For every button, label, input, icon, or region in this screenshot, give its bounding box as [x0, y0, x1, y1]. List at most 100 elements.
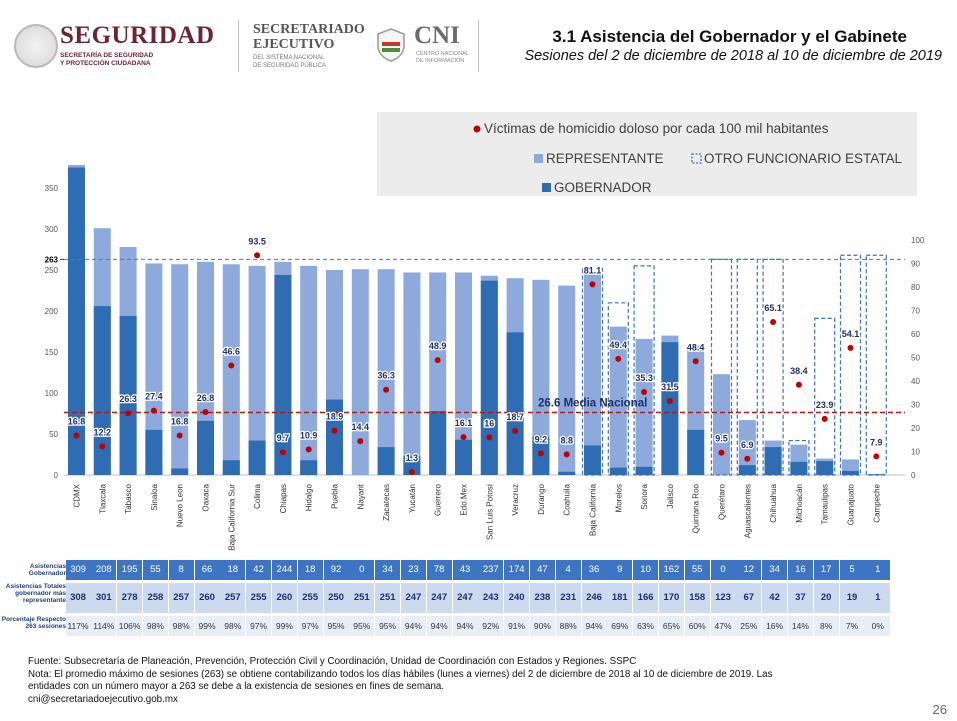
y-left-tick: 350 [45, 184, 59, 193]
cell-asistencias-totales: 301 [91, 583, 117, 613]
cell-porcentaje: 94% [581, 616, 607, 636]
cell-asistencias-totales: 240 [504, 583, 530, 613]
category-label: Tamaulipas [821, 484, 830, 524]
cni-sub-line-2: DE INFORMACIÓN [416, 58, 465, 64]
cell-asistencias-totales: 251 [349, 583, 375, 613]
cell-asistencias-gobernador: 237 [478, 560, 504, 580]
bar-otro-funcionario [839, 254, 862, 476]
cell-porcentaje: 99% [271, 616, 297, 636]
bar-gobernador [609, 467, 627, 475]
cni-logo-subtitle: CENTRO NACIONAL DE INFORMACIÓN [416, 51, 469, 65]
bar-gobernador [584, 445, 601, 475]
legend-box [377, 112, 917, 196]
cell-asistencias-gobernador: 4 [555, 560, 581, 580]
cell-asistencias-gobernador: 34 [375, 560, 401, 580]
bar-gobernador [222, 460, 240, 475]
bar-gobernador [377, 447, 395, 475]
cell-asistencias-totales: 19 [839, 583, 865, 613]
bar-gobernador [816, 461, 834, 475]
bar-gobernador [455, 439, 472, 475]
mexico-seal-icon [14, 24, 58, 68]
category-label: Veracruz [511, 484, 520, 516]
homicide-marker [821, 415, 828, 422]
cell-porcentaje: 16% [762, 616, 788, 636]
cell-porcentaje: 97% [246, 616, 272, 636]
bar-representante [248, 265, 266, 475]
cell-porcentaje: 98% [220, 616, 246, 636]
bar-representante [609, 326, 627, 475]
cell-asistencias-totales: 246 [581, 583, 607, 613]
homicide-rate-label: 14.4 [352, 422, 370, 432]
page-number: 26 [932, 702, 947, 717]
cell-asistencias-totales: 255 [297, 583, 323, 613]
y-right-tick: 20 [911, 424, 920, 433]
cell-asistencias-totales: 67 [736, 583, 762, 613]
category-label: Nayarit [356, 483, 365, 509]
homicide-marker [176, 432, 183, 439]
secretariado-logo-title: SECRETARIADO EJECUTIVO [253, 22, 365, 52]
seguridad-logo-title: SEGURIDAD [60, 22, 215, 49]
homicide-marker [125, 410, 132, 417]
legend-homicide-label: Víctimas de homicidio doloso por cada 10… [484, 121, 829, 136]
bar-representante [145, 263, 163, 475]
homicide-rate-label: 93.5 [248, 236, 266, 246]
bar-gobernador [635, 466, 653, 475]
cell-asistencias-gobernador: 309 [65, 560, 91, 580]
bar-gobernador [480, 280, 498, 475]
bar-gobernador [764, 447, 782, 475]
bar-gobernador [171, 468, 189, 475]
legend-otro-label: OTRO FUNCIONARIO ESTATAL [704, 151, 903, 166]
cell-porcentaje: 91% [504, 616, 530, 636]
bar-otro-funcionario [607, 302, 629, 476]
cell-asistencias-gobernador: 42 [246, 560, 272, 580]
bar-gobernador [274, 274, 292, 475]
bar-otro-funcionario [814, 317, 836, 476]
category-label: Tabasco [124, 483, 133, 513]
homicide-rate-label: 16.1 [455, 418, 473, 428]
y-right-tick: 50 [911, 354, 920, 363]
homicide-rate-label: 9.5 [715, 434, 728, 444]
y-right-tick: 70 [911, 307, 920, 316]
y-left-tick: 50 [49, 430, 58, 439]
category-label: Hidalgo [305, 483, 314, 511]
category-label: Baja California Sur [227, 484, 236, 551]
cell-asistencias-totales: 250 [323, 583, 349, 613]
category-label: Sinaloa [150, 483, 159, 510]
seguridad-sub-line-1: SECRETARÍA DE SEGURIDAD [60, 52, 154, 59]
bar-representante [171, 264, 189, 475]
cni-sub-line-1: CENTRO NACIONAL [416, 51, 469, 57]
category-label: Baja California [589, 483, 598, 536]
legend-otro-swatch [691, 153, 702, 164]
homicide-rate-label: 12.2 [94, 427, 112, 437]
cell-asistencias-totales: 257 [168, 583, 194, 613]
bar-otro-funcionario [788, 439, 810, 476]
cell-asistencias-gobernador: 10 [633, 560, 659, 580]
cell-porcentaje: 95% [349, 616, 375, 636]
category-label: Chiapas [279, 484, 288, 513]
cell-asistencias-gobernador: 92 [323, 560, 349, 580]
homicide-rate-label: 18.7 [506, 412, 524, 422]
category-label: Chihuahua [769, 483, 778, 522]
seguridad-logo-subtitle: SECRETARÍA DE SEGURIDAD Y PROTECCIÓN CIU… [60, 52, 153, 68]
homicide-marker [279, 449, 286, 456]
cell-asistencias-totales: 251 [375, 583, 401, 613]
y-right-tick: 30 [911, 401, 920, 410]
seguridad-sub-line-2: Y PROTECCIÓN CIUDADANA [60, 60, 151, 67]
homicide-rate-label: 16 [484, 418, 494, 428]
secretariado-sub-line-2: DE SEGURIDAD PÚBLICA [253, 62, 327, 69]
cell-porcentaje: 65% [658, 616, 684, 636]
bar-otro-funcionario [736, 258, 758, 476]
cell-asistencias-gobernador: 18 [297, 560, 323, 580]
bar-representante [455, 272, 472, 475]
bar-gobernador [93, 306, 111, 475]
media-nacional-label: 26.6 Media Nacional [538, 397, 647, 409]
cell-asistencias-gobernador: 8 [168, 560, 194, 580]
homicide-rate-label: 27.4 [145, 392, 163, 402]
cell-asistencias-gobernador: 36 [581, 560, 607, 580]
homicide-marker [666, 397, 673, 404]
bar-gobernador [661, 342, 679, 475]
homicide-marker [641, 389, 648, 396]
cell-asistencias-totales: 42 [762, 583, 788, 613]
bar-gobernador [506, 332, 524, 475]
bar-gobernador [429, 411, 447, 475]
